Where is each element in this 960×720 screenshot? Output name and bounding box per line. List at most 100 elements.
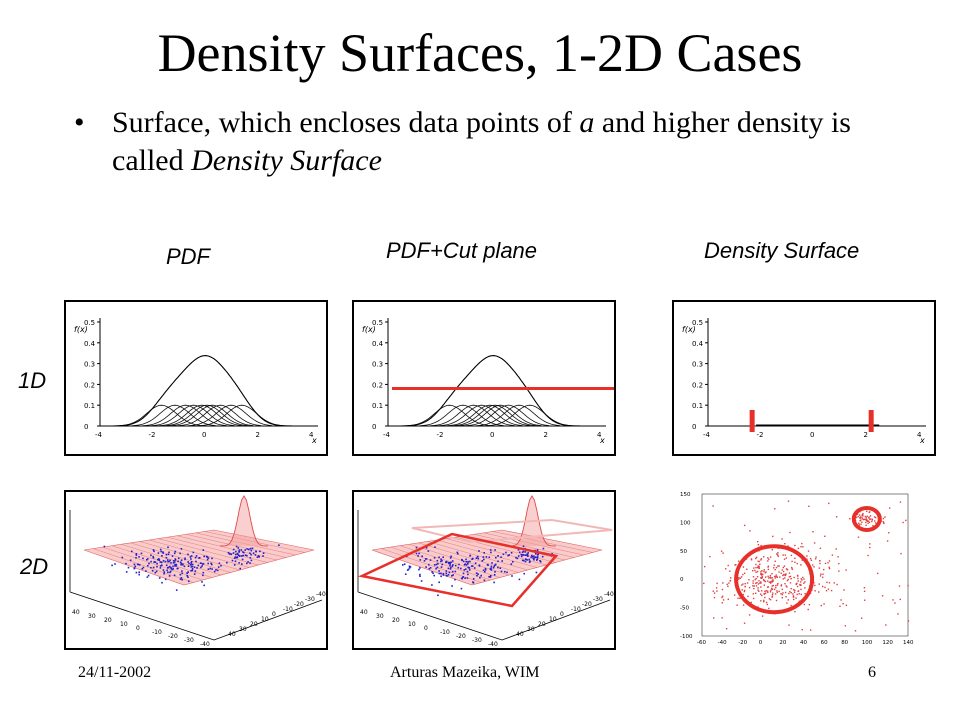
scatter-point xyxy=(778,571,780,573)
scatter-point xyxy=(769,591,772,593)
scatter-point xyxy=(785,574,787,576)
data-point xyxy=(202,574,204,577)
data-point xyxy=(448,571,451,574)
kernel-curve xyxy=(177,404,262,427)
data-point xyxy=(485,556,488,558)
scatter-point xyxy=(761,590,763,592)
scatter-point xyxy=(776,554,779,556)
scatter-point xyxy=(787,599,789,601)
data-point xyxy=(255,550,257,553)
data-point xyxy=(163,571,166,573)
x-axis-label: x xyxy=(311,436,317,445)
data-point xyxy=(442,572,445,575)
data-point xyxy=(429,559,432,561)
data-point xyxy=(258,556,260,558)
data-point xyxy=(436,566,439,569)
data-point xyxy=(463,564,466,566)
data-point xyxy=(170,567,173,570)
data-point xyxy=(147,564,149,567)
scatter-point xyxy=(803,578,805,580)
data-point xyxy=(457,552,459,555)
data-point xyxy=(424,558,427,560)
data-point xyxy=(180,559,183,561)
data-point xyxy=(483,579,486,582)
scatter-point xyxy=(774,508,776,510)
data-point xyxy=(169,559,171,562)
data-point xyxy=(156,562,158,565)
scatter-point xyxy=(758,580,760,582)
scatter-point xyxy=(763,599,765,602)
data-point xyxy=(190,570,192,572)
data-point xyxy=(177,567,179,570)
y-tick-label: 0.2 xyxy=(84,381,95,389)
scatter-point xyxy=(772,579,774,581)
data-point xyxy=(161,555,163,557)
scatter-point xyxy=(791,568,793,570)
data-point xyxy=(238,549,241,551)
floor-tick-label-a: -10 xyxy=(440,629,450,636)
data-point xyxy=(158,559,161,561)
data-point xyxy=(235,553,237,556)
scatter-point xyxy=(845,604,848,606)
data-point xyxy=(490,575,492,577)
data-point xyxy=(440,575,442,578)
data-point xyxy=(518,578,521,581)
data-point xyxy=(152,555,154,558)
scatter-frame xyxy=(701,493,909,637)
data-point xyxy=(533,557,536,559)
scatter-point xyxy=(783,573,785,576)
data-point xyxy=(159,548,162,551)
data-point xyxy=(467,560,469,563)
scatter-x-tick-label: 140 xyxy=(903,640,914,646)
y-tick-label: 0.1 xyxy=(692,402,703,410)
scatter-point xyxy=(795,583,797,585)
data-point xyxy=(167,566,170,569)
data-point xyxy=(174,559,177,561)
scatter-point xyxy=(788,572,791,574)
data-point xyxy=(167,553,170,556)
scatter-point xyxy=(794,561,796,563)
scatter-point xyxy=(792,595,795,597)
data-point xyxy=(189,556,192,558)
surface-grid-line xyxy=(139,541,240,571)
data-point xyxy=(524,560,527,563)
scatter-point xyxy=(818,567,821,569)
scatter-point xyxy=(767,560,769,562)
scatter-point xyxy=(819,562,821,565)
scatter-point xyxy=(813,566,815,568)
scatter-point xyxy=(771,580,773,582)
scatter-point xyxy=(771,549,773,551)
data-point xyxy=(472,578,475,580)
data-point xyxy=(434,546,436,548)
x-tick-label: -4 xyxy=(703,431,711,439)
bullet-part-3: and higher density is called xyxy=(112,106,851,177)
data-point xyxy=(488,556,491,559)
scatter-point xyxy=(907,584,909,587)
data-point xyxy=(497,566,499,569)
plot-2d-surface: 150 100 50 0 -50 -100 -60 -40 -20 0 20 40 60 80 100 120… xyxy=(680,492,914,646)
scatter-point xyxy=(856,513,859,515)
data-point xyxy=(198,557,201,559)
cut-plane xyxy=(358,532,559,608)
floor-tick-label-a: -30 xyxy=(472,637,482,644)
scatter-x-tick-label: 40 xyxy=(800,640,807,646)
scatter-point xyxy=(752,576,755,578)
data-point xyxy=(467,566,469,569)
data-point xyxy=(190,558,192,560)
data-point xyxy=(467,573,469,576)
data-point xyxy=(478,550,480,552)
scatter-point xyxy=(814,558,817,560)
scatter-point xyxy=(785,557,787,559)
scatter-point xyxy=(868,521,871,523)
data-point xyxy=(417,555,419,557)
scatter-point xyxy=(782,570,785,573)
scatter-point xyxy=(766,603,768,606)
scatter-point xyxy=(803,603,806,606)
panel-2d-cut: 40 40 30 30 20 20 10 10 0 0 -10 -10 -20 -20 -30 -30 -40-… xyxy=(352,490,616,650)
surface-grid-line xyxy=(176,535,277,561)
floor-tick-label-b: -30 xyxy=(305,596,315,603)
data-point xyxy=(191,563,194,566)
data-point xyxy=(461,559,463,562)
scatter-point xyxy=(752,597,755,600)
scatter-point xyxy=(823,568,825,571)
